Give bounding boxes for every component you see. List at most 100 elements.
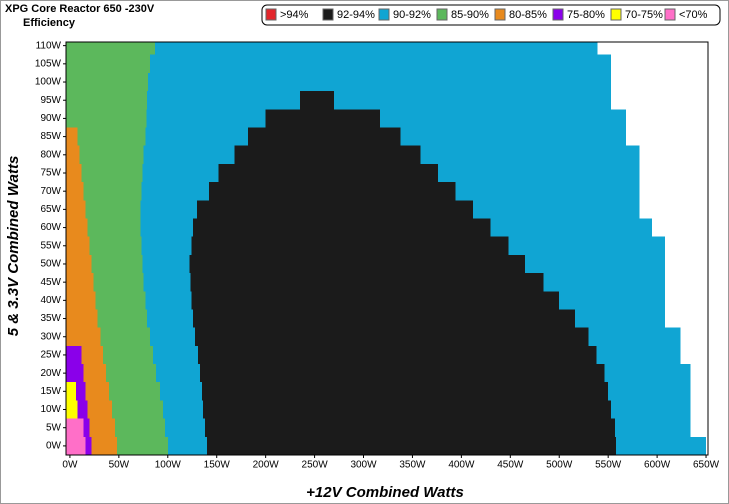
x-tick-label: 300W: [350, 460, 377, 471]
zone-cell: [588, 327, 681, 346]
zone-cell: [141, 236, 192, 255]
x-tick-label: 250W: [302, 460, 329, 471]
plot-border: [65, 41, 709, 456]
y-tick-label: 50W: [40, 259, 61, 270]
zone-cell: [334, 91, 612, 110]
zone-cell: [83, 364, 107, 383]
zone-cell: [66, 163, 82, 183]
zone-cell: [91, 436, 117, 455]
y-tick-label: 60W: [40, 222, 61, 233]
zone-cell: [615, 418, 691, 437]
y-axis-title: 5 & 3.3V Combined Watts: [5, 156, 22, 337]
zone-cell: [193, 309, 575, 328]
zone-cell: [524, 254, 665, 274]
zone-cell: [197, 200, 474, 219]
x-tick-label: 550W: [595, 460, 622, 471]
x-tick-label: 150W: [204, 460, 231, 471]
y-tick-label: 85W: [40, 131, 61, 142]
zone-cell: [145, 291, 192, 310]
legend-swatch: [265, 8, 277, 21]
zone-cell: [66, 273, 94, 292]
zone-cell: [87, 218, 141, 237]
zone-cell: [66, 436, 86, 455]
y-tick-label: 30W: [40, 331, 61, 342]
y-tick-label: 0W: [46, 441, 62, 452]
x-tick-label: 600W: [644, 460, 671, 471]
zone-cell: [604, 364, 691, 383]
zone-cell: [490, 218, 653, 237]
zone-cell: [234, 145, 421, 164]
zone-cell: [91, 254, 143, 274]
zone-cell: [204, 418, 616, 437]
zone-cell: [66, 309, 98, 328]
zone-cell: [159, 382, 203, 401]
zone-cell: [66, 91, 148, 110]
y-tick-label: 20W: [40, 368, 61, 379]
legend-swatch: [436, 8, 448, 21]
zone-cell: [66, 54, 151, 73]
zone-cell: [155, 42, 598, 55]
zone-cell: [190, 273, 544, 292]
legend-label: 70-75%: [625, 9, 663, 21]
legend-swatch: [552, 8, 564, 21]
zone-cell: [473, 200, 640, 219]
zone-cell: [66, 182, 84, 201]
zone-cell: [218, 163, 438, 183]
zone-cell: [93, 273, 144, 292]
zone-cell: [150, 327, 196, 346]
legend-swatch: [664, 8, 676, 21]
y-tick-label: 90W: [40, 113, 61, 124]
legend-label: <70%: [679, 9, 708, 21]
zone-cell: [140, 200, 198, 219]
y-tick-label: 45W: [40, 277, 61, 288]
zone-cell: [81, 163, 143, 183]
zone-cell: [66, 72, 149, 92]
zone-cell: [141, 182, 209, 201]
zone-cell: [66, 364, 84, 383]
zone-cell: [148, 72, 612, 92]
zone-cell: [66, 42, 156, 55]
x-tick-label: 650W: [693, 460, 720, 471]
zone-cell: [66, 291, 96, 310]
zone-cell: [66, 327, 101, 346]
zone-cell: [455, 182, 640, 201]
chart-title: XPG Core Reactor 650 -230V: [5, 3, 155, 15]
zone-cell: [574, 309, 665, 328]
y-tick-label: 110W: [36, 40, 62, 51]
zone-cell: [193, 218, 491, 237]
zone-cell: [147, 91, 300, 110]
y-tick-label: 70W: [40, 186, 61, 197]
zone-cell: [611, 400, 691, 419]
zone-cell: [248, 127, 401, 146]
x-tick-label: 0W: [62, 460, 78, 471]
legend-swatch: [494, 8, 506, 21]
zone-cell: [420, 145, 640, 164]
zone-cell: [81, 345, 104, 365]
zone-cell: [156, 364, 201, 383]
y-tick-label: 40W: [40, 295, 61, 306]
y-tick-label: 65W: [40, 204, 61, 215]
zone-cell: [162, 400, 204, 419]
legend-label: 92-94%: [337, 9, 375, 21]
y-tick-label: 80W: [40, 149, 61, 160]
zone-cell: [265, 109, 381, 128]
x-tick-label: 100W: [155, 460, 182, 471]
zone-cell: [100, 327, 151, 346]
zone-cell: [79, 145, 144, 164]
zone-cell: [85, 436, 92, 455]
zone-cell: [89, 236, 142, 255]
zone-cell: [66, 218, 88, 237]
y-tick-label: 15W: [40, 386, 61, 397]
zone-cell: [559, 291, 665, 310]
zone-cell: [153, 345, 199, 365]
zone-cell: [66, 400, 78, 419]
zone-cell: [66, 145, 80, 164]
zone-cell: [142, 163, 219, 183]
zone-cell: [83, 418, 90, 437]
legend-box: [261, 4, 721, 26]
zone-cell: [508, 236, 665, 255]
zone-cell: [116, 436, 168, 455]
zone-cell: [66, 418, 84, 437]
y-tick-label: 5W: [46, 422, 62, 433]
